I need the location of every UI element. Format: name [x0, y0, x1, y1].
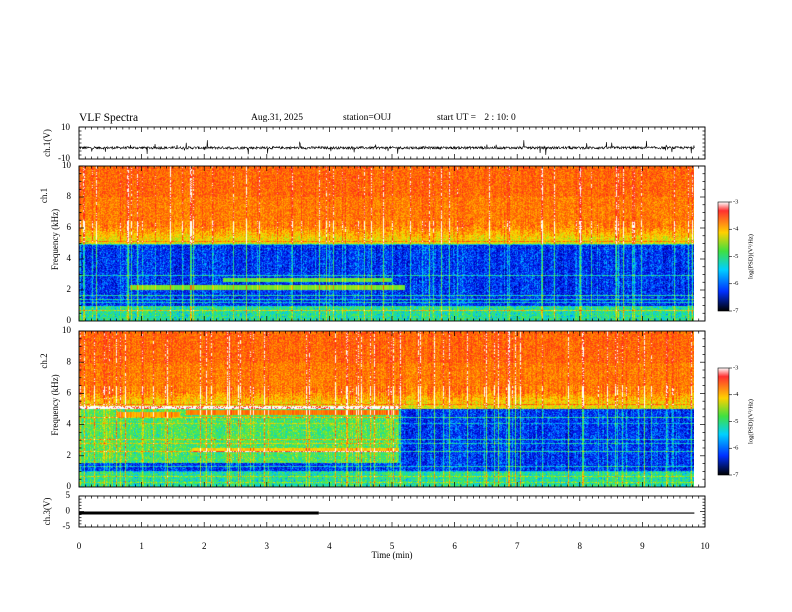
ch2-colorbar-tick-label: -7 [733, 471, 739, 478]
ch1-colorbar-tick-label: -5 [733, 253, 738, 260]
ch1-spectrogram-ytick-label: 4 [67, 253, 72, 263]
ch1-colorbar-label: log(PSD)(V²/Hz) [747, 234, 754, 279]
start-ut-label: start UT = 2 : 10: 0 [437, 113, 516, 123]
ch1-spectrogram-image [79, 166, 694, 321]
ch1-colorbar-tick-label: -7 [733, 307, 739, 314]
ch3-trace-ytick-label: 0 [66, 506, 71, 516]
ch3-trace-panel: 5 0 -5 ch.3(V) 0 1 2 3 4 5 6 7 8 9 10 Time (min) [42, 490, 710, 560]
ch2-spectrogram-ytick-label: 2 [67, 450, 72, 460]
ch1-spectrogram-ytick-label: 6 [67, 222, 72, 232]
ch2-spectrogram-ytick-label: 10 [62, 325, 72, 335]
ch3-trace-ytick-label: 5 [66, 490, 71, 500]
ch1-spectrogram-ylabel: Frequency (kHz) [50, 209, 60, 270]
ch1-colorbar-scale [717, 201, 730, 312]
start-ut-prefix: start UT = [437, 113, 476, 123]
xaxis-tick-label: 6 [452, 541, 457, 551]
ch1-colorbar-tick-label: -6 [733, 280, 739, 287]
ch3-trace-ytick-label: -5 [63, 521, 71, 531]
ch1-spectrogram-ylabel-channel: ch.1 [39, 188, 49, 203]
start-ut-value: 2 : 10: 0 [484, 113, 516, 123]
chart-title: VLF Spectra [79, 112, 139, 124]
ch1-spectrogram-ytick-label: 0 [67, 315, 72, 325]
ch2-colorbar-tick-label: -6 [733, 445, 739, 452]
ch2-colorbar-tick-label: -3 [733, 364, 738, 371]
ch1-colorbar: -3 -4 -5 -6 -7 log(PSD)(V²/Hz) [717, 198, 754, 314]
xaxis-tick-label: 7 [515, 541, 520, 551]
ch2-spectrogram-ytick-label: 0 [67, 481, 72, 491]
ch1-waveform-trace [78, 140, 695, 155]
ch1-waveform-ytick-label: 10 [61, 122, 71, 132]
ch1-waveform-ylabel: ch.1(V) [42, 129, 52, 157]
station-label: station=OUJ [343, 113, 392, 123]
ch2-colorbar-scale [717, 367, 730, 476]
ch1-waveform-panel: 10 -10 ch.1(V) [42, 122, 706, 163]
xaxis-tick-label: 10 [701, 541, 711, 551]
xaxis-tick-label: 3 [265, 541, 270, 551]
ch1-colorbar-tick-label: -4 [733, 226, 739, 233]
ch2-spectrogram-ytick-label: 4 [67, 419, 72, 429]
ch1-spectrogram-ytick-label: 2 [67, 284, 72, 294]
ch3-trace-ylabel: ch.3(V) [42, 498, 52, 526]
xaxis-tick-label: 1 [139, 541, 144, 551]
xaxis-tick-label: 9 [640, 541, 645, 551]
date-label: Aug.31, 2025 [251, 113, 303, 123]
ch1-waveform-frame [78, 126, 706, 160]
xaxis-tick-label: 0 [77, 541, 82, 551]
ch1-colorbar-tick-label: -3 [733, 198, 738, 205]
ch1-waveform-ytick-label: -10 [58, 153, 70, 163]
ch2-spectrogram-ylabel-channel: ch.2 [39, 353, 49, 368]
ch2-spectrogram-image [79, 331, 694, 487]
ch2-colorbar: -3 -4 -5 -6 -7 log(PSD)(V²/Hz) [717, 364, 754, 478]
xaxis-tick-label: 5 [390, 541, 395, 551]
ch2-colorbar-tick-label: -5 [733, 418, 738, 425]
ch2-colorbar-label: log(PSD)(V²/Hz) [747, 399, 754, 444]
ch1-spectrogram-ytick-label: 10 [62, 160, 72, 170]
ch2-spectrogram-ytick-label: 6 [67, 387, 72, 397]
ch2-spectrogram-ytick-label: 8 [67, 356, 72, 366]
ch2-spectrogram-ylabel: Frequency (kHz) [50, 374, 60, 435]
xaxis-tick-label: 8 [578, 541, 583, 551]
xaxis-tick-label: 2 [202, 541, 207, 551]
ch1-spectrogram-ytick-label: 8 [67, 191, 72, 201]
xaxis-label: Time (min) [372, 550, 413, 560]
xaxis-tick-label: 4 [327, 541, 332, 551]
ch2-colorbar-tick-label: -4 [733, 391, 739, 398]
